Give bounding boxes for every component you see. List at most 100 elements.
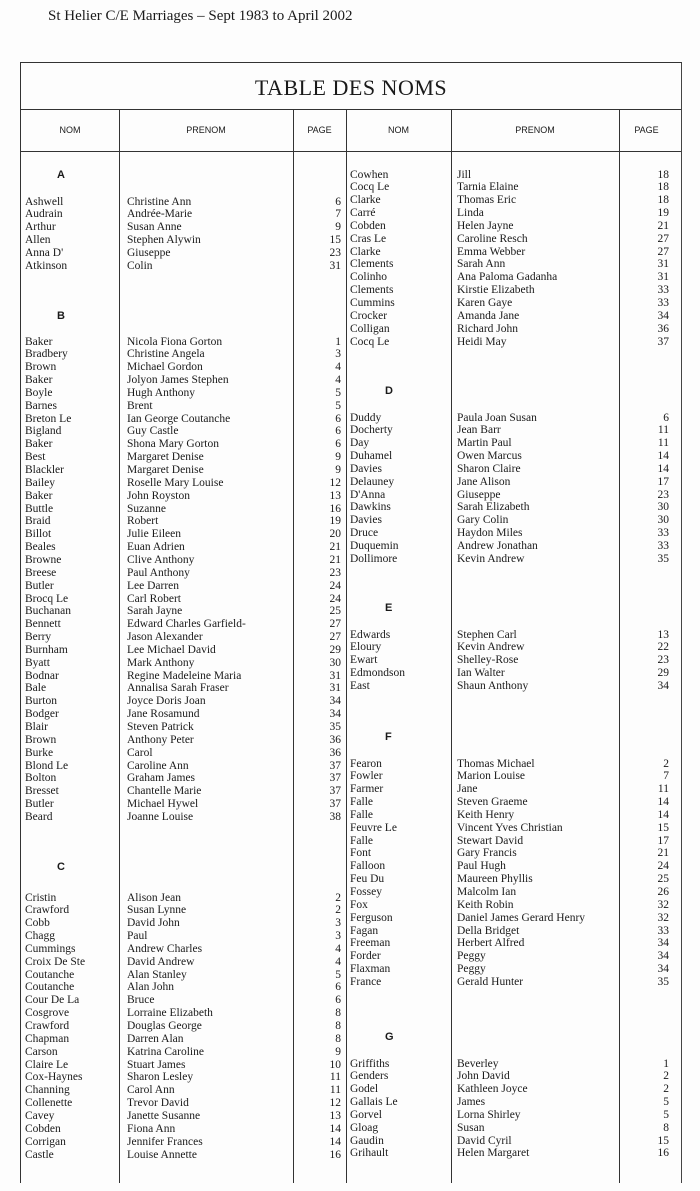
page-number: 1 bbox=[663, 1057, 669, 1070]
table-row: Brown Michael Gordon 4 bbox=[21, 361, 681, 374]
page-number: 10 bbox=[329, 1058, 342, 1071]
given-names: Louise Annette bbox=[127, 1148, 197, 1161]
page-number: 32 bbox=[657, 898, 670, 911]
section-letter: C bbox=[57, 861, 65, 873]
page-number: 5 bbox=[663, 1096, 669, 1109]
surname: Cox-Haynes bbox=[25, 1071, 83, 1084]
col-header-nom: NOM bbox=[388, 125, 409, 135]
given-names: Nicola Fiona Gorton bbox=[127, 335, 223, 348]
surname: Coutanche bbox=[25, 981, 75, 994]
table-row: Fowler Marion Louise 7 bbox=[21, 770, 681, 783]
page-number: 27 bbox=[657, 245, 670, 258]
table-row: Blair Steven Patrick 35 bbox=[21, 721, 681, 734]
table-row: Cox-Haynes Sharon Lesley 11 bbox=[21, 1071, 681, 1084]
table-row: Davies Gary Colin 30 bbox=[21, 514, 681, 527]
page-number: 37 bbox=[329, 772, 342, 785]
page-number: 31 bbox=[657, 258, 670, 271]
page-number: 35 bbox=[657, 975, 670, 988]
given-names: Alison Jean bbox=[127, 891, 181, 904]
surname: Duhamel bbox=[350, 450, 393, 463]
page-number: 37 bbox=[657, 335, 670, 348]
section-letter: G bbox=[385, 1031, 394, 1043]
page-number: 25 bbox=[329, 605, 342, 618]
surname: France bbox=[350, 975, 382, 988]
table-row: Cobden Helen Jayne 21 bbox=[21, 220, 681, 233]
given-names: Sarah Ann bbox=[457, 258, 506, 271]
table-row: Cummings Andrew Charles 4 bbox=[21, 943, 681, 956]
page-number: 1 bbox=[335, 335, 341, 348]
table-row: Godel Kathleen Joyce 2 bbox=[21, 1083, 681, 1096]
page-number: 13 bbox=[657, 628, 670, 641]
table-row: Blackler Margaret Denise 9 bbox=[21, 464, 681, 477]
given-names: Sharon Lesley bbox=[127, 1071, 194, 1084]
surname: Colinho bbox=[350, 271, 388, 284]
surname: Duddy bbox=[350, 411, 382, 424]
page-number: 11 bbox=[329, 1071, 341, 1084]
surname: Burton bbox=[25, 695, 57, 708]
given-names: Daniel James Gerard Henry bbox=[457, 911, 586, 924]
surname: Butler bbox=[25, 798, 54, 811]
surname: Farmer bbox=[350, 783, 384, 796]
section-letter: A bbox=[57, 169, 65, 181]
surname: Ashwell bbox=[25, 195, 64, 208]
page-number: 8 bbox=[663, 1121, 669, 1134]
table-row: Burnham Lee Michael David 29 bbox=[21, 644, 681, 657]
given-names: Stewart David bbox=[457, 834, 524, 847]
page-number: 25 bbox=[657, 873, 670, 886]
page-number: 2 bbox=[663, 1083, 669, 1096]
surname: Bodnar bbox=[25, 669, 59, 682]
surname: Baker bbox=[25, 335, 53, 348]
page-number: 6 bbox=[335, 195, 341, 208]
page-number: 12 bbox=[329, 1097, 342, 1110]
given-names: Janette Susanne bbox=[127, 1109, 201, 1122]
page-number: 8 bbox=[335, 1007, 341, 1020]
given-names: Karen Gaye bbox=[457, 297, 513, 309]
given-names: Lee Michael David bbox=[127, 643, 216, 656]
page-number: 18 bbox=[657, 168, 670, 181]
given-names: Sharon Claire bbox=[457, 462, 521, 475]
surname: Buchanan bbox=[25, 605, 71, 618]
table-row: Bodnar Regine Madeleine Maria 31 bbox=[21, 670, 681, 683]
given-names: Joanne Louise bbox=[127, 810, 194, 823]
table-row: France Gerald Hunter 35 bbox=[21, 976, 681, 989]
table-row: Bennett Edward Charles Garfield- 27 bbox=[21, 618, 681, 631]
table-row: Chapman Darren Alan 8 bbox=[21, 1033, 681, 1046]
page-number: 30 bbox=[657, 514, 670, 527]
page-number: 34 bbox=[329, 708, 342, 721]
surname: Feuvre Le bbox=[350, 821, 397, 834]
given-names: Keith Robin bbox=[457, 898, 514, 911]
page-number: 36 bbox=[657, 322, 670, 335]
table-row: Browne Clive Anthony 21 bbox=[21, 554, 681, 567]
table-row: Gallais Le James 5 bbox=[21, 1096, 681, 1109]
table-row: Claire Le Stuart James 10 bbox=[21, 1059, 681, 1072]
page-number: 37 bbox=[329, 759, 342, 772]
given-names: Haydon Miles bbox=[457, 527, 523, 540]
surname: Cobb bbox=[25, 917, 50, 930]
table-row: Griffiths Beverley 1 bbox=[21, 1058, 681, 1071]
page-number: 9 bbox=[335, 221, 341, 234]
table-row: Best Margaret Denise 9 bbox=[21, 451, 681, 464]
given-names: Carl Robert bbox=[127, 592, 181, 605]
given-names: Chantelle Marie bbox=[127, 785, 202, 798]
table-row: Bigland Guy Castle 6 bbox=[21, 425, 681, 438]
page-number: 14 bbox=[657, 808, 670, 821]
page-number: 21 bbox=[657, 219, 670, 232]
table-row: Falle Stewart David 17 bbox=[21, 835, 681, 848]
given-names: David John bbox=[127, 917, 180, 930]
page-number: 30 bbox=[657, 501, 670, 514]
page-number: 21 bbox=[329, 553, 342, 566]
page-number: 23 bbox=[657, 488, 670, 501]
page-number: 27 bbox=[329, 618, 342, 631]
surname: Clarke bbox=[350, 245, 381, 258]
page-number: 24 bbox=[329, 579, 342, 592]
page-number: 2 bbox=[335, 891, 341, 904]
page-number: 21 bbox=[329, 541, 342, 554]
section-letter: F bbox=[385, 731, 392, 743]
col-header-page: PAGE bbox=[634, 125, 659, 135]
surname: Freeman bbox=[350, 937, 391, 950]
given-names: Edward Charles Garfield- bbox=[127, 618, 246, 631]
surname: Boyle bbox=[25, 386, 53, 399]
given-names: Margaret Denise bbox=[127, 464, 204, 476]
page-number: 18 bbox=[657, 194, 670, 207]
given-names: Jason Alexander bbox=[127, 631, 203, 644]
